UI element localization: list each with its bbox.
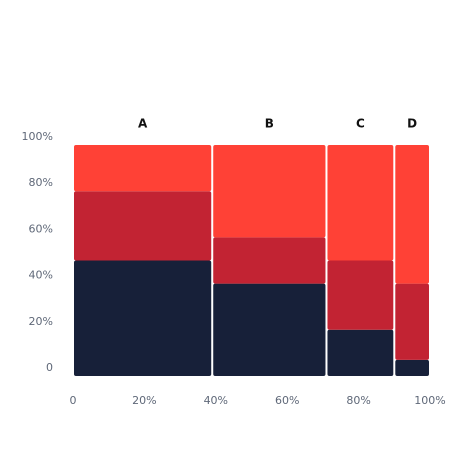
y-tick-label: 40% xyxy=(29,269,53,282)
x-tick-label: 0 xyxy=(70,394,77,407)
segment xyxy=(395,359,429,376)
y-tick-label: 100% xyxy=(22,130,53,143)
x-tick-label: 80% xyxy=(346,394,370,407)
category-label: B xyxy=(265,117,274,131)
segment xyxy=(74,260,212,376)
x-tick-label: 60% xyxy=(275,394,299,407)
category-label: C xyxy=(356,117,365,131)
segment xyxy=(213,283,326,376)
x-tick-label: 40% xyxy=(204,394,228,407)
segment xyxy=(395,145,429,284)
x-tick-label: 20% xyxy=(132,394,156,407)
y-tick-label: 0 xyxy=(46,361,53,374)
segment xyxy=(327,329,394,376)
segment xyxy=(74,191,212,261)
x-tick-label: 100% xyxy=(414,394,445,407)
segment xyxy=(74,145,212,192)
y-tick-label: 80% xyxy=(29,176,53,189)
category-label: A xyxy=(138,117,148,131)
segment xyxy=(395,283,429,360)
segment xyxy=(327,260,394,330)
y-tick-label: 20% xyxy=(29,315,53,328)
category-label: D xyxy=(407,117,417,131)
segment xyxy=(213,237,326,284)
segment xyxy=(327,145,394,261)
y-tick-label: 60% xyxy=(29,222,53,235)
segment xyxy=(213,145,326,238)
